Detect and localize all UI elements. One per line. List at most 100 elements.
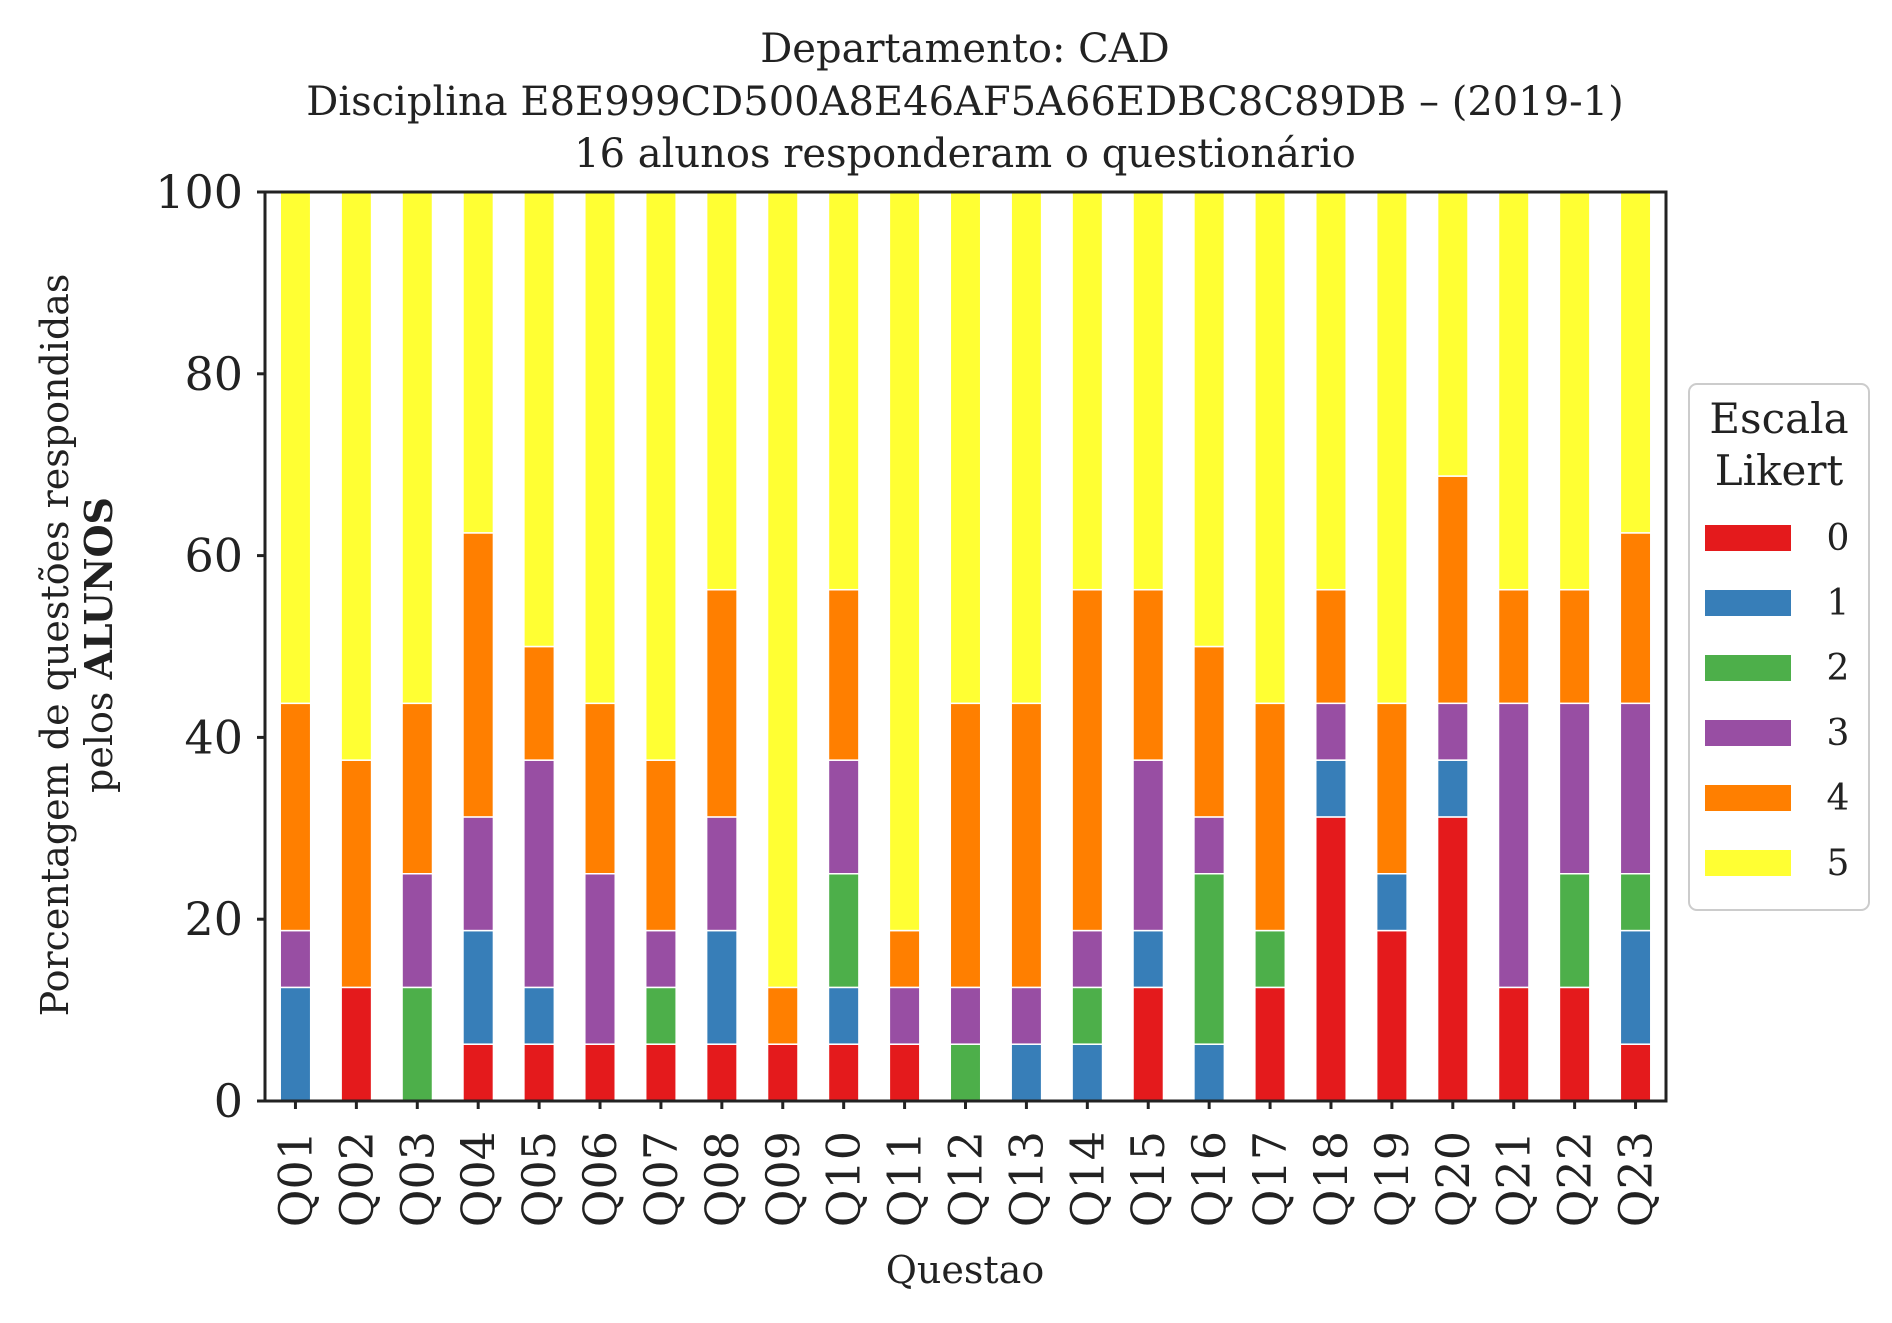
bar-q21-likert-3 — [1497, 702, 1530, 989]
legend-swatch-1 — [1705, 590, 1791, 616]
bar-q20-likert-3 — [1436, 702, 1469, 761]
bar-q19-likert-1 — [1375, 873, 1408, 932]
bar-q11-likert-0 — [888, 1043, 921, 1102]
bars-group — [279, 191, 1652, 1102]
bar-q13-likert-5 — [1010, 191, 1043, 705]
bar-q06-likert-3 — [584, 873, 616, 1045]
bar-q14-likert-1 — [1071, 1043, 1104, 1102]
bar-q17-likert-0 — [1254, 986, 1287, 1102]
title-line-1: Departamento: CAD — [760, 26, 1170, 72]
chart-title: Departamento: CAD Disciplina E8E999CD500… — [306, 26, 1623, 177]
y-tick-label: 0 — [214, 1074, 243, 1128]
x-tick-label-q07: Q07 — [634, 1131, 688, 1227]
x-tick-label-q15: Q15 — [1121, 1131, 1175, 1227]
bar-q16-likert-3 — [1193, 816, 1226, 875]
x-tick-label-q03: Q03 — [390, 1131, 444, 1227]
bar-q21-likert-5 — [1497, 191, 1530, 591]
bar-q19-likert-4 — [1375, 702, 1408, 875]
x-tick-label-q02: Q02 — [329, 1131, 383, 1227]
bar-q05-likert-0 — [523, 1043, 556, 1102]
legend-swatch-3 — [1705, 720, 1791, 746]
x-tick-label-q20: Q20 — [1426, 1131, 1480, 1227]
legend-title-line-1: Escala — [1709, 394, 1848, 443]
bar-q18-likert-0 — [1315, 816, 1347, 1102]
bar-q12-likert-4 — [949, 702, 982, 989]
y-tick-label: 100 — [155, 165, 243, 219]
x-axis-label: Questao — [886, 1248, 1044, 1292]
bar-q07-likert-0 — [644, 1043, 677, 1102]
bar-q10-likert-3 — [827, 759, 860, 875]
bar-q02-likert-5 — [340, 191, 373, 761]
y-tick-label: 40 — [184, 710, 243, 764]
bar-q18-likert-1 — [1315, 759, 1347, 818]
bar-q22-likert-2 — [1558, 873, 1591, 989]
legend-label-2: 2 — [1827, 648, 1850, 689]
bar-q23-likert-3 — [1619, 702, 1652, 875]
bar-q12-likert-5 — [949, 191, 982, 705]
legend-label-4: 4 — [1827, 778, 1850, 819]
bar-q13-likert-4 — [1010, 702, 1043, 989]
y-tick-label: 60 — [184, 529, 243, 583]
x-tick-label-q14: Q14 — [1060, 1131, 1114, 1227]
bar-q09-likert-0 — [766, 1043, 799, 1102]
x-tick-label-q21: Q21 — [1487, 1131, 1541, 1227]
bar-q23-likert-2 — [1619, 873, 1652, 932]
bar-q23-likert-0 — [1619, 1043, 1652, 1102]
bar-q04-likert-1 — [462, 929, 495, 1045]
bar-q22-likert-0 — [1558, 986, 1591, 1102]
bar-q11-likert-3 — [888, 986, 921, 1045]
bar-q11-likert-5 — [888, 191, 921, 932]
bar-q21-likert-0 — [1497, 986, 1530, 1102]
x-tick-label-q04: Q04 — [451, 1131, 505, 1227]
legend-label-5: 5 — [1827, 843, 1850, 884]
bar-q15-likert-5 — [1132, 191, 1165, 591]
bar-q22-likert-3 — [1558, 702, 1591, 875]
bar-q18-likert-4 — [1315, 588, 1347, 705]
bar-q04-likert-5 — [462, 191, 495, 534]
bar-q05-likert-5 — [523, 191, 556, 648]
x-tick-label-q22: Q22 — [1548, 1131, 1602, 1227]
bar-q11-likert-4 — [888, 929, 921, 989]
x-tick-label-q19: Q19 — [1365, 1131, 1419, 1227]
x-tick-label-q05: Q05 — [512, 1131, 566, 1227]
bar-q15-likert-1 — [1132, 929, 1165, 989]
bar-q07-likert-5 — [644, 191, 677, 761]
bar-q20-likert-1 — [1436, 759, 1469, 818]
x-tick-label-q06: Q06 — [573, 1131, 627, 1227]
bar-q18-likert-3 — [1315, 702, 1347, 761]
bar-q08-likert-4 — [705, 588, 738, 818]
bar-q10-likert-2 — [827, 873, 860, 989]
x-tick-label-q16: Q16 — [1182, 1131, 1236, 1227]
bar-q02-likert-4 — [340, 759, 373, 989]
legend-swatch-0 — [1705, 525, 1791, 551]
y-tick-label: 20 — [184, 892, 243, 946]
bar-q05-likert-1 — [523, 986, 556, 1045]
bar-q22-likert-4 — [1558, 588, 1591, 705]
bar-q15-likert-4 — [1132, 588, 1165, 761]
y-axis-label-line-2: pelos ALUNOS — [76, 497, 121, 793]
x-tick-label-q08: Q08 — [695, 1131, 749, 1227]
bar-q14-likert-3 — [1071, 929, 1104, 989]
bar-q23-likert-4 — [1619, 532, 1652, 705]
bar-q08-likert-0 — [705, 1043, 738, 1102]
bar-q17-likert-2 — [1254, 929, 1287, 989]
bar-q03-likert-5 — [401, 191, 434, 705]
bar-q19-likert-5 — [1375, 191, 1408, 705]
legend-title-line-2: Likert — [1715, 446, 1844, 495]
title-line-3: 16 alunos responderam o questionário — [574, 131, 1356, 177]
legend-label-1: 1 — [1827, 583, 1850, 624]
bar-q07-likert-4 — [644, 759, 677, 932]
bar-q02-likert-0 — [340, 986, 373, 1102]
bar-q05-likert-3 — [523, 759, 556, 989]
bar-q07-likert-2 — [644, 986, 677, 1045]
y-axis-label-line-1: Porcentagem de questões respondidas — [33, 274, 77, 1017]
bar-q04-likert-0 — [462, 1043, 495, 1102]
x-axis-ticks: Q01 Q02 Q03 Q04 Q05 Q06 Q07 Q08 Q09 Q10 Q11 Q12 Q13 Q… — [268, 1101, 1663, 1227]
bar-q01-likert-5 — [279, 191, 312, 705]
bar-q19-likert-0 — [1375, 929, 1408, 1102]
x-tick-label-q23: Q23 — [1609, 1131, 1663, 1227]
bar-q21-likert-4 — [1497, 588, 1530, 705]
bar-q13-likert-3 — [1010, 986, 1043, 1045]
bar-q13-likert-1 — [1010, 1043, 1043, 1102]
